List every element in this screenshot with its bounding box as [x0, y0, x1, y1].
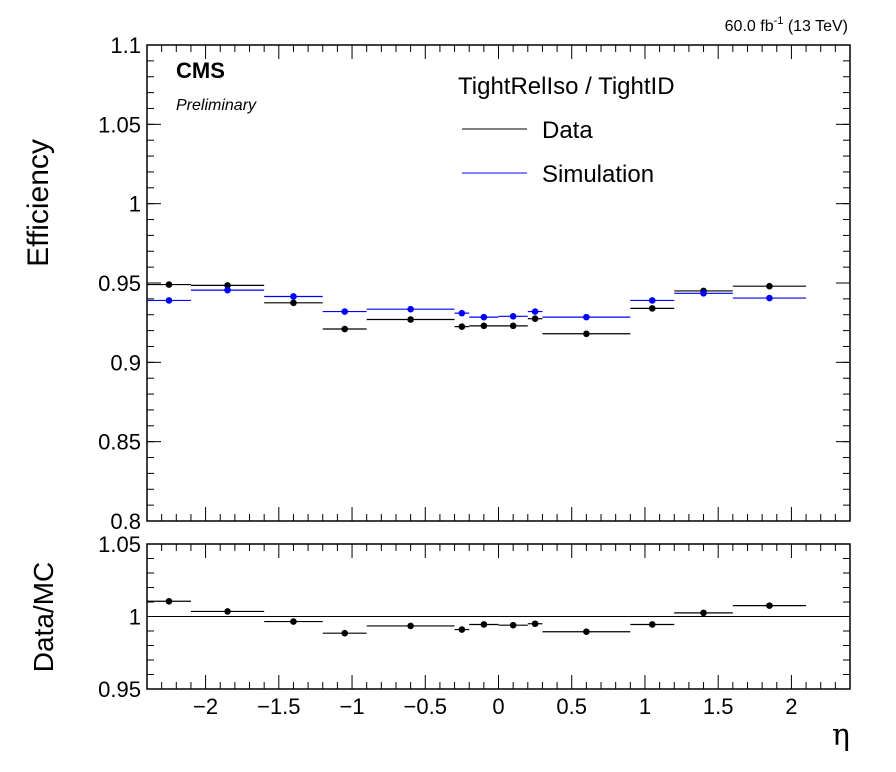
ratio-axis-title: Data/MC [28, 562, 59, 672]
ratio-data-mc-point [700, 609, 707, 617]
efficiency-frame [146, 44, 851, 522]
lumi-energy: (13 TeV) [783, 18, 848, 35]
eta-tick-label: −2 [193, 694, 218, 719]
efficiency-ticks [146, 44, 851, 522]
efficiency-data-point [458, 323, 466, 330]
efficiency-data-point [165, 281, 173, 288]
legend: TightRelIso / TightID Data Simulation [458, 73, 675, 188]
ratio-data-mc-point [407, 622, 414, 630]
legend-label-simulation: Simulation [542, 161, 654, 188]
eta-tick-label: 1 [639, 694, 651, 719]
ratio-ytick-label: 0.95 [98, 677, 141, 702]
efficiency-tick-labels: 0.8 0.85 0.9 0.95 1 1.05 1.1 [98, 33, 141, 534]
eta-tick-label: 0 [492, 694, 504, 719]
ratio-data-mc-point [458, 626, 466, 633]
efficiency-simulation-point [766, 294, 773, 302]
legend-header: TightRelIso / TightID [458, 73, 675, 100]
lumi-value: 60.0 fb [725, 18, 774, 35]
efficiency-simulation-point [224, 286, 231, 294]
lumi-exponent: -1 [774, 15, 784, 27]
efficiency-simulation-point [341, 308, 349, 315]
efficiency-axis-title: Efficiency [22, 139, 55, 267]
ratio-ytick-label: 1 [129, 605, 141, 630]
efficiency-ytick-label: 1.05 [98, 112, 141, 137]
efficiency-ytick-label: 1 [129, 192, 141, 217]
ratio-data-mc-point [583, 628, 590, 636]
efficiency-simulation-point [165, 297, 173, 304]
efficiency-simulation-point [509, 313, 517, 320]
efficiency-simulation-point [480, 313, 488, 321]
efficiency-ytick-label: 0.85 [98, 430, 141, 455]
efficiency-data-point [290, 299, 297, 307]
efficiency-simulation-point [531, 308, 539, 315]
ratio-data-mc-point [509, 621, 517, 629]
ratio-data-mc-point [290, 618, 297, 625]
eta-tick-label: −0.5 [404, 694, 447, 719]
cms-label: CMS [176, 58, 225, 83]
efficiency-data-point [407, 316, 414, 323]
ratio-panel: 0.95 1 1.05 −2 −1.5 −1 −0.5 0 0.5 1 1.5 2 Data/MC η [28, 532, 851, 753]
eta-tick-label: −1.5 [257, 694, 300, 719]
efficiency-simulation-point [458, 309, 466, 317]
ratio-data-mc-point [224, 608, 231, 615]
efficiency-markers [147, 281, 807, 338]
efficiency-data-point [509, 322, 517, 330]
ratio-ytick-label: 1.05 [98, 532, 141, 557]
efficiency-simulation-point [583, 313, 590, 321]
efficiency-ytick-label: 0.9 [110, 350, 141, 375]
legend-label-data: Data [542, 117, 593, 144]
ratio-data-mc-point [766, 602, 773, 609]
eta-tick-label: 2 [785, 694, 797, 719]
efficiency-data-point [341, 325, 349, 333]
ratio-markers [147, 597, 807, 637]
efficiency-data-point [480, 322, 488, 330]
ratio-data-mc-point [648, 621, 656, 628]
efficiency-ytick-label: 0.8 [110, 509, 141, 534]
eta-axis-title: η [832, 718, 850, 753]
efficiency-simulation-point [700, 290, 707, 297]
efficiency-simulation-point [648, 297, 656, 304]
ratio-tick-labels: 0.95 1 1.05 −2 −1.5 −1 −0.5 0 0.5 1 1.5 2 [98, 532, 797, 719]
ratio-data-mc-point [480, 621, 488, 628]
lumi-label: 60.0 fb-1 (13 TeV) [725, 15, 848, 35]
preliminary-label: Preliminary [176, 97, 257, 114]
efficiency-ytick-label: 0.95 [98, 271, 141, 296]
eta-tick-label: 1.5 [703, 694, 734, 719]
efficiency-simulation-point [407, 305, 414, 313]
efficiency-data-point [583, 330, 590, 338]
eta-tick-label: 0.5 [556, 694, 587, 719]
ratio-data-mc-point [531, 620, 539, 628]
efficiency-data-point [224, 282, 231, 289]
ratio-ticks [146, 543, 851, 690]
ratio-data-mc-point [341, 629, 349, 637]
efficiency-data-point [766, 282, 773, 290]
efficiency-data-point [531, 315, 539, 323]
efficiency-ytick-label: 1.1 [110, 33, 141, 58]
efficiency-panel: 0.8 0.85 0.9 0.95 1 1.05 1.1 Efficiency CMS Pr… [22, 33, 851, 534]
efficiency-simulation-point [290, 293, 297, 300]
ratio-data-mc-point [165, 597, 173, 605]
eta-tick-label: −1 [339, 694, 364, 719]
efficiency-data-point [648, 305, 656, 312]
